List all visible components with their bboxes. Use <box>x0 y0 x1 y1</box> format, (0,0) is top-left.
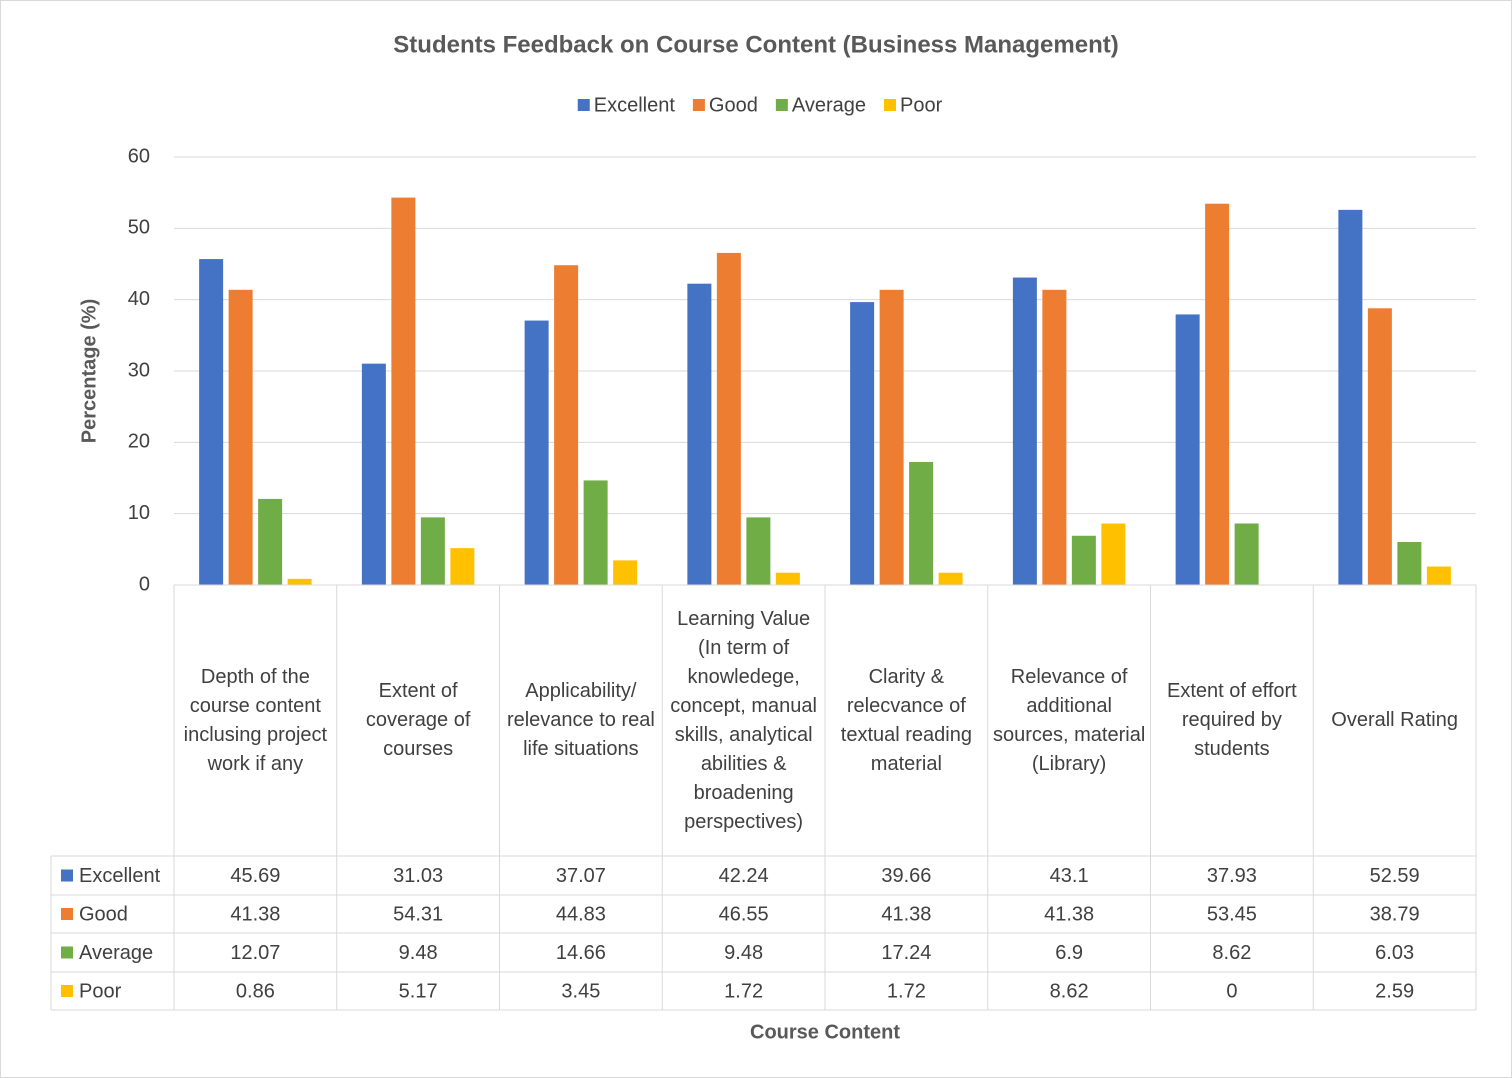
table-value: 39.66 <box>881 865 931 887</box>
table-value: 3.45 <box>561 980 600 1002</box>
bar <box>716 252 741 585</box>
bar <box>1426 566 1451 585</box>
bar <box>1338 209 1363 585</box>
chart-title: Students Feedback on Course Content (Bus… <box>393 31 1118 58</box>
bar <box>1205 203 1230 585</box>
table-value: 52.59 <box>1370 865 1420 887</box>
x-axis-title: Course Content <box>750 1021 900 1043</box>
table-value: 12.07 <box>230 942 280 964</box>
x-tick-label: Relevance of additional sources, materia… <box>992 665 1146 775</box>
row-key <box>61 946 73 959</box>
bar <box>909 462 934 585</box>
bar <box>613 560 638 585</box>
legend-swatch <box>577 99 590 111</box>
y-tick-label: 10 <box>128 502 150 524</box>
y-tick-label: 40 <box>128 288 150 310</box>
table-value: 46.55 <box>719 903 769 925</box>
bar <box>258 498 283 585</box>
row-key <box>61 908 73 920</box>
bar <box>775 572 800 585</box>
legend-swatch <box>775 99 788 111</box>
bar <box>420 517 445 585</box>
table-value: 17.24 <box>881 942 931 964</box>
bar <box>287 578 312 585</box>
bar <box>1397 541 1422 585</box>
y-tick-label: 50 <box>128 217 150 239</box>
y-axis-title: Percentage (%) <box>78 299 100 444</box>
bar <box>583 480 608 585</box>
x-tick-label: Depth of the course content inclusing pr… <box>183 665 328 775</box>
table-value: 8.62 <box>1050 980 1089 1002</box>
table-value: 42.24 <box>719 865 769 887</box>
table-value: 5.17 <box>399 980 438 1002</box>
row-label: Average <box>79 942 153 964</box>
y-tick-label: 30 <box>128 359 150 381</box>
table-value: 54.31 <box>393 903 443 925</box>
x-tick-label: Extent of coverage of courses <box>365 680 471 760</box>
bar <box>687 283 712 585</box>
table-value: 53.45 <box>1207 903 1257 925</box>
table-value: 9.48 <box>724 942 763 964</box>
table-value: 37.93 <box>1207 865 1257 887</box>
x-tick-label: Extent of effort required by students <box>1167 680 1297 760</box>
bar <box>1071 535 1096 585</box>
bar <box>938 572 963 585</box>
legend-swatch <box>883 99 896 111</box>
row-label: Poor <box>79 980 122 1002</box>
table-value: 41.38 <box>881 903 931 925</box>
bar <box>391 197 416 585</box>
table-value: 41.38 <box>1044 903 1094 925</box>
legend-label: Poor <box>900 94 943 116</box>
row-key <box>61 985 73 997</box>
bar <box>879 289 904 585</box>
table-value: 1.72 <box>887 980 926 1002</box>
bar <box>361 363 386 585</box>
bar <box>450 548 475 585</box>
x-tick-label: Applicability/ relevance to real life si… <box>506 680 655 760</box>
table-value: 45.69 <box>230 865 280 887</box>
table-value: 8.62 <box>1212 942 1251 964</box>
table-value: 43.1 <box>1050 865 1089 887</box>
bar <box>746 517 771 585</box>
table-value: 41.38 <box>230 903 280 925</box>
bar <box>1012 277 1037 585</box>
x-tick-label: Clarity & relecvance of textual reading … <box>840 665 972 775</box>
table-value: 37.07 <box>556 865 606 887</box>
table-value: 38.79 <box>1370 903 1420 925</box>
bar <box>1101 523 1126 585</box>
bar <box>554 265 579 585</box>
x-tick-label: Learning Value (In term of knowledege, c… <box>670 607 817 833</box>
legend-label: Good <box>709 94 758 116</box>
table-value: 9.48 <box>399 942 438 964</box>
legend-label: Average <box>792 94 866 116</box>
table-value: 6.03 <box>1375 942 1414 964</box>
bar <box>228 289 253 585</box>
row-label: Good <box>79 903 128 925</box>
y-tick-label: 0 <box>139 573 150 595</box>
table-value: 0.86 <box>236 980 275 1002</box>
table-value: 6.9 <box>1055 942 1083 964</box>
table-value: 31.03 <box>393 865 443 887</box>
x-tick-label: Overall Rating <box>1331 709 1458 731</box>
bar <box>1175 314 1200 585</box>
y-tick-label: 20 <box>128 431 150 453</box>
legend-swatch <box>692 99 705 111</box>
table-value: 44.83 <box>556 903 606 925</box>
bar <box>850 302 875 585</box>
row-label: Excellent <box>79 865 161 887</box>
bar <box>199 259 224 585</box>
bar <box>1367 308 1392 585</box>
y-tick-label: 60 <box>128 145 150 167</box>
row-key <box>61 869 73 882</box>
bar <box>1234 523 1259 585</box>
table-value: 1.72 <box>724 980 763 1002</box>
table-value: 0 <box>1226 980 1237 1002</box>
legend-label: Excellent <box>594 94 676 116</box>
bar <box>524 320 549 585</box>
bar <box>1042 289 1067 585</box>
table-value: 2.59 <box>1375 980 1414 1002</box>
table-value: 14.66 <box>556 942 606 964</box>
